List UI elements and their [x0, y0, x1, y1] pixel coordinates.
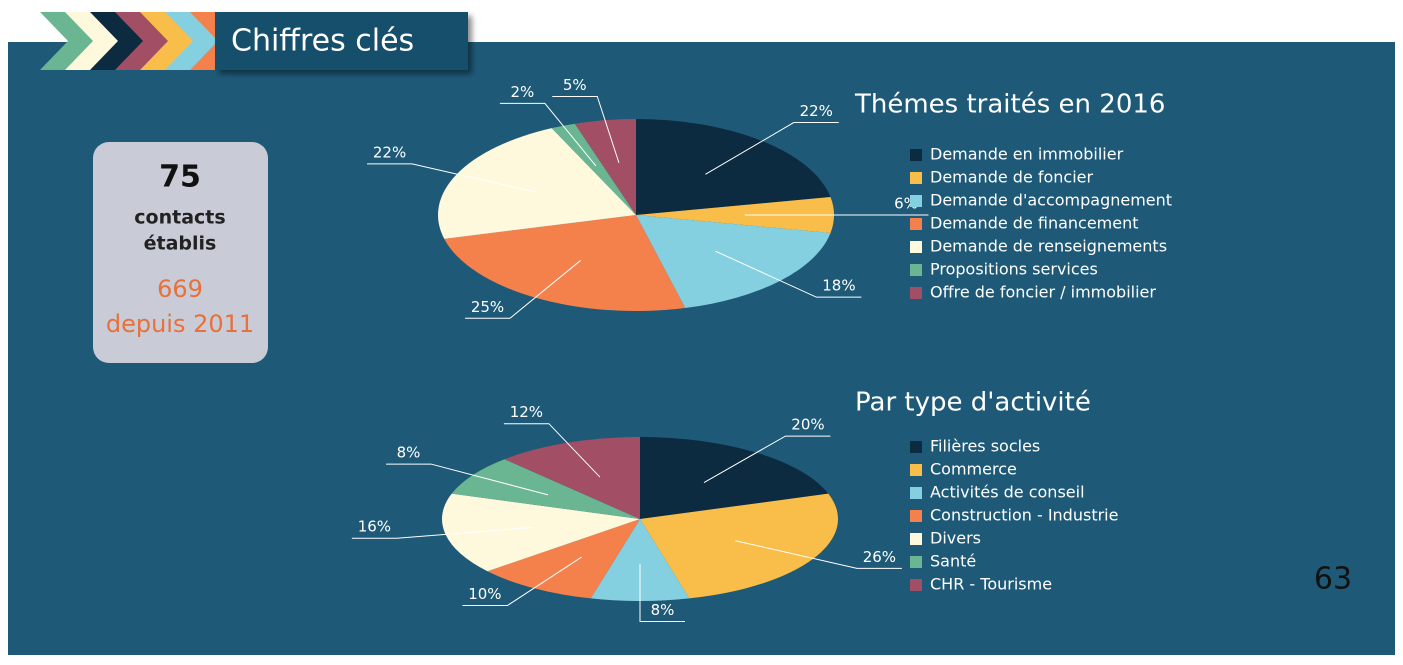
leader-line: [386, 463, 549, 496]
page-number: 63: [1314, 562, 1352, 597]
pie-slice: [636, 197, 834, 233]
value-label: 10%: [468, 585, 501, 603]
leader-line: [367, 163, 538, 194]
value-label: 8%: [651, 601, 675, 619]
pie-slice: [451, 459, 640, 519]
legend-swatch: [910, 441, 922, 453]
legend-label: Santé: [930, 552, 976, 571]
legend-label: CHR - Tourisme: [930, 575, 1052, 594]
legend-label: Propositions services: [930, 260, 1098, 279]
legend-swatch: [910, 172, 922, 184]
pie-slice: [640, 493, 838, 599]
legend-label: Demande d'accompagnement: [930, 191, 1172, 210]
leader-line: [499, 102, 597, 167]
leader-line: [715, 250, 862, 298]
legend-label: Filières socles: [930, 437, 1040, 456]
legend-swatch: [910, 195, 922, 207]
value-label: 26%: [863, 548, 896, 566]
leader-line: [735, 540, 902, 569]
value-label: 8%: [397, 444, 421, 462]
legend-label: Activités de conseil: [930, 483, 1085, 502]
legend-label: Demande en immobilier: [930, 145, 1124, 164]
legend-label: Construction - Industrie: [930, 506, 1118, 525]
pie-slice: [442, 493, 640, 572]
legend-label: Demande de renseignements: [930, 237, 1167, 256]
leader-line: [351, 526, 534, 539]
legend-swatch: [910, 579, 922, 591]
value-label: 18%: [822, 277, 855, 295]
legend-swatch: [910, 556, 922, 568]
stat-box: [93, 142, 268, 363]
value-label: 22%: [800, 102, 833, 120]
value-label: 16%: [358, 518, 391, 536]
pie-slice: [636, 215, 831, 308]
legend-swatch: [910, 241, 922, 253]
banner: [215, 12, 468, 70]
value-label: 12%: [510, 403, 543, 421]
legend-swatch: [910, 218, 922, 230]
stat-line: établis: [144, 233, 217, 255]
leader-line: [705, 122, 839, 175]
legend-label: Divers: [930, 529, 981, 548]
value-label: 22%: [373, 143, 406, 161]
leader-line: [703, 435, 831, 483]
value-label: 5%: [563, 76, 587, 94]
leader-line: [503, 423, 601, 478]
legend-swatch: [910, 464, 922, 476]
legend-label: Commerce: [930, 460, 1017, 479]
legend-label: Demande de foncier: [930, 168, 1094, 187]
value-label: 20%: [791, 416, 824, 434]
pie-slice: [551, 123, 636, 215]
pie-slice: [640, 437, 829, 519]
header-title: Chiffres clés: [231, 24, 414, 59]
pie-slice: [437, 128, 636, 239]
legend-swatch: [910, 533, 922, 545]
pie-slice: [574, 119, 636, 215]
leader-line: [465, 260, 581, 319]
value-label: 2%: [510, 83, 534, 101]
chart-title: Par type d'activité: [855, 388, 1091, 418]
stat-since: depuis 2011: [106, 310, 254, 338]
leader-line: [462, 556, 582, 607]
legend-label: Offre de foncier / immobilier: [930, 283, 1156, 302]
chart-title: Thémes traités en 2016: [854, 90, 1165, 120]
value-label: 25%: [471, 298, 504, 316]
pie-slice: [636, 119, 831, 215]
stat-line: contacts: [134, 207, 225, 229]
legend-swatch: [910, 264, 922, 276]
leader-line: [639, 564, 685, 622]
pie-slice: [504, 437, 640, 519]
leader-line: [552, 95, 620, 164]
pie-slice: [444, 215, 686, 311]
pie-slice: [487, 519, 640, 599]
stat-number: 75: [159, 160, 201, 195]
legend-swatch: [910, 487, 922, 499]
legend-swatch: [910, 287, 922, 299]
legend-swatch: [910, 149, 922, 161]
legend-swatch: [910, 510, 922, 522]
legend-label: Demande de financement: [930, 214, 1139, 233]
stat-total: 669: [157, 275, 203, 303]
pie-slice: [590, 519, 690, 601]
